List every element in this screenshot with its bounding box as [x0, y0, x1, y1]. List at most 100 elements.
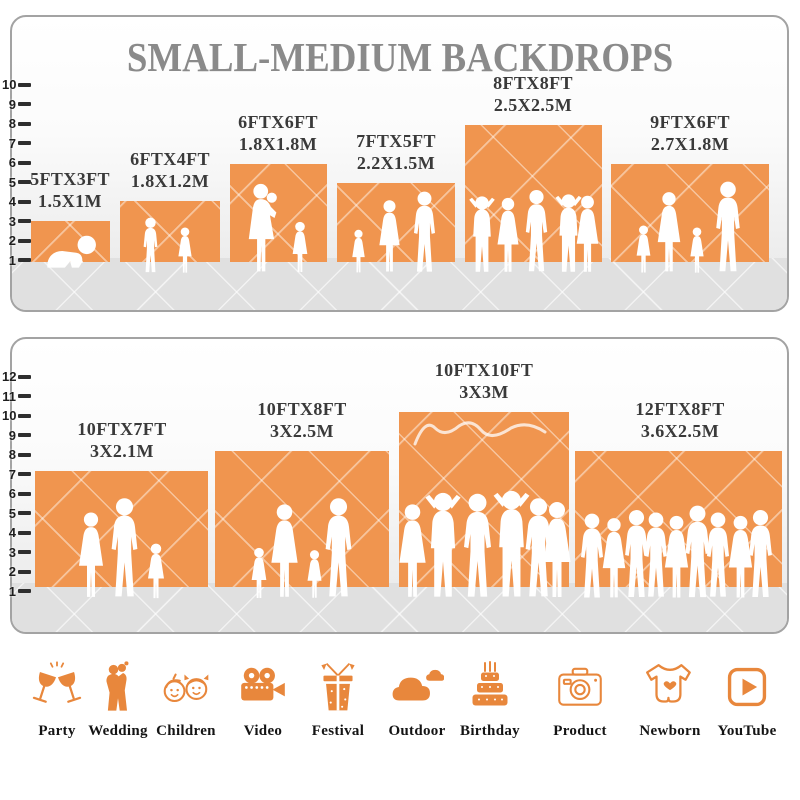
backdrop-6ftx4ft	[120, 201, 220, 273]
family-of-four-silhouettes	[251, 498, 352, 598]
category-label: Video	[243, 723, 283, 739]
group-of-six-silhouettes	[399, 490, 571, 597]
size-chart-panel-small-medium: SMALL-MEDIUM BACKDROPS 10 9 8 7 6 5 4 3 …	[2, 15, 789, 312]
ruler-tick	[18, 219, 31, 224]
crowd-silhouettes	[580, 505, 772, 598]
ruler-tick	[18, 394, 31, 399]
ruler-number: 1	[8, 252, 16, 268]
ruler-number: 8	[8, 447, 16, 463]
backdrop-10ftx8ft	[215, 451, 389, 598]
category-product: Product	[534, 660, 626, 740]
category-label: Outdoor	[388, 723, 446, 739]
ruler-number: 9	[8, 96, 16, 112]
backdrop-size-label: 7FTX5FT 2.2X1.5M	[356, 131, 436, 174]
ruler-tick	[18, 102, 31, 107]
category-label: Newborn	[639, 723, 701, 739]
backdrop-size-label: 10FTX8FT 3X2.5M	[257, 399, 347, 442]
category-youtube: YouTube	[701, 660, 793, 740]
ruler-number: 6	[8, 155, 16, 171]
size-chart-panel-large: 12 11 10 9 8 7 6 5 4 3 2 1 10FTX7FT 3X2.1…	[2, 337, 789, 634]
ruler-number: 7	[8, 466, 16, 482]
birthday-icon	[472, 661, 508, 706]
ruler-number: 10	[2, 408, 17, 424]
ruler-tick	[18, 452, 31, 457]
backdrop-size-label: 5FTX3FT 1.5X1M	[30, 169, 110, 212]
ruler-tick	[18, 569, 31, 574]
ruler-number: 9	[8, 427, 16, 443]
category-label: Birthday	[460, 723, 520, 739]
ruler-tick	[18, 589, 31, 594]
outdoor-icon	[392, 669, 444, 701]
ruler-number: 1	[8, 583, 16, 599]
ruler-number: 2	[8, 564, 16, 580]
video-icon	[241, 667, 285, 701]
family-of-three-silhouettes	[78, 498, 164, 599]
backdrop-9ftx6ft	[611, 164, 769, 273]
backdrop-size-label: 12FTX8FT 3.6X2.5M	[635, 399, 725, 442]
wedding-icon	[106, 661, 129, 711]
ruler-number: 4	[8, 194, 16, 210]
ruler-tick	[18, 82, 31, 87]
ruler-number: 5	[8, 174, 16, 190]
backdrop-10ftx10ft	[399, 412, 571, 597]
category-label: Party	[38, 723, 76, 739]
backdrop-size-label: 10FTX7FT 3X2.1M	[77, 419, 167, 462]
ruler-tick	[18, 141, 31, 146]
boy-girl-silhouettes	[143, 217, 192, 273]
category-outdoor: Outdoor	[371, 660, 463, 740]
backdrop-6ftx6ft	[230, 164, 327, 272]
festival-icon	[321, 662, 355, 711]
category-children: Children	[140, 660, 232, 740]
mother-baby-girl-silhouettes	[248, 183, 307, 272]
backdrop-size-label: 9FTX6FT 2.7X1.8M	[650, 112, 730, 155]
backdrop-8ftx8ft	[465, 125, 602, 272]
ruler-tick	[18, 258, 31, 263]
newborn-icon	[646, 664, 691, 703]
category-party: Party	[11, 660, 103, 740]
ruler-number: 3	[8, 544, 16, 560]
ruler-scale-1-10: 10 9 8 7 6 5 4 3 2 1	[2, 75, 32, 270]
ruler-tick	[18, 550, 31, 555]
backdrop-10ftx7ft	[35, 471, 208, 599]
ruler-tick	[18, 121, 31, 126]
category-festival: Festival	[292, 660, 384, 740]
ruler-tick	[18, 491, 31, 496]
ruler-number: 3	[8, 213, 16, 229]
category-label: Product	[553, 723, 607, 739]
ruler-number: 12	[2, 369, 17, 385]
family-of-three-silhouettes	[352, 191, 435, 273]
category-label: Festival	[311, 723, 365, 739]
category-wedding: Wedding	[72, 660, 164, 740]
ruler-number: 2	[8, 233, 16, 249]
ruler-number: 11	[2, 388, 16, 404]
ruler-number: 10	[2, 77, 17, 93]
ruler-number: 7	[8, 135, 16, 151]
category-birthday: Birthday	[444, 660, 536, 740]
floor-strip	[12, 258, 787, 310]
ruler-number: 6	[8, 486, 16, 502]
crawling-baby-silhouette	[46, 235, 96, 268]
ruler-scale-1-12: 12 11 10 9 8 7 6 5 4 3 2 1	[2, 367, 32, 601]
ruler-tick	[18, 180, 31, 185]
category-label: Children	[156, 723, 216, 739]
product-icon	[558, 667, 602, 706]
watermark-squiggle	[413, 421, 547, 446]
ruler-tick	[18, 413, 31, 418]
ruler-number: 8	[8, 116, 16, 132]
backdrop-size-label: 8FTX8FT 2.5X2.5M	[493, 73, 573, 116]
ruler-number: 5	[8, 505, 16, 521]
backdrop-size-label: 6FTX6FT 1.8X1.8M	[238, 112, 318, 155]
category-row: Party Wedding Children	[0, 660, 800, 770]
category-label: Wedding	[88, 723, 148, 739]
youtube-icon	[727, 667, 767, 707]
category-newborn: Newborn	[624, 660, 716, 740]
children-icon	[163, 673, 209, 703]
chart-title: SMALL-MEDIUM BACKDROPS	[126, 34, 673, 80]
group-of-five-silhouettes	[468, 189, 598, 272]
ruler-number: 4	[8, 525, 16, 541]
backdrop-7ftx5ft	[337, 183, 455, 273]
category-label: YouTube	[717, 723, 777, 739]
ruler-tick	[18, 530, 31, 535]
category-video: Video	[217, 660, 309, 740]
